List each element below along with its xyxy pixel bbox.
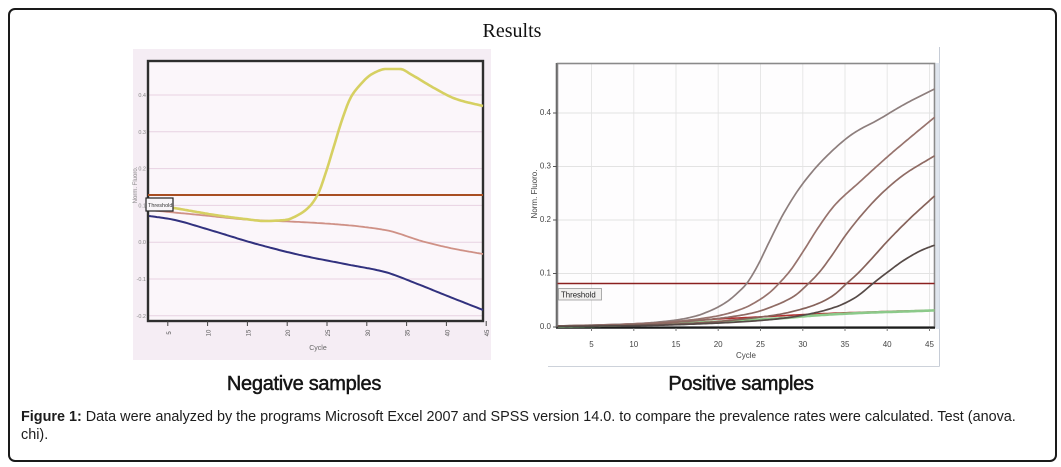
svg-text:Norm. Fluoro.: Norm. Fluoro. (530, 170, 539, 219)
svg-text:40: 40 (883, 340, 892, 349)
svg-text:0.2: 0.2 (138, 167, 146, 173)
svg-text:0.0: 0.0 (138, 240, 146, 246)
svg-text:25: 25 (326, 329, 332, 336)
svg-text:Norm. Fluoro.: Norm. Fluoro. (133, 166, 139, 203)
svg-text:20: 20 (714, 340, 723, 349)
svg-text:Cycle: Cycle (309, 345, 327, 352)
svg-text:5: 5 (167, 331, 173, 335)
svg-text:10: 10 (629, 340, 638, 349)
svg-text:-0.2: -0.2 (137, 314, 146, 320)
svg-text:40: 40 (445, 329, 451, 336)
svg-text:0.2: 0.2 (540, 215, 552, 224)
svg-text:30: 30 (366, 329, 372, 336)
svg-text:Threshold: Threshold (561, 291, 596, 300)
svg-text:Threshold: Threshold (148, 203, 172, 209)
svg-text:0.1: 0.1 (138, 203, 146, 209)
svg-text:35: 35 (841, 340, 850, 349)
svg-text:0.1: 0.1 (540, 269, 552, 278)
svg-text:-0.1: -0.1 (137, 277, 146, 283)
svg-text:20: 20 (286, 329, 292, 336)
svg-text:0.3: 0.3 (540, 162, 552, 171)
svg-text:0.4: 0.4 (540, 108, 552, 117)
svg-text:15: 15 (672, 340, 681, 349)
svg-text:0.3: 0.3 (138, 130, 146, 136)
svg-text:35: 35 (406, 329, 412, 336)
svg-text:0.0: 0.0 (540, 322, 552, 331)
svg-text:45: 45 (925, 340, 934, 349)
svg-text:45: 45 (485, 329, 491, 336)
svg-text:10: 10 (207, 329, 213, 336)
svg-text:25: 25 (756, 340, 765, 349)
svg-text:15: 15 (246, 329, 252, 336)
svg-text:0.4: 0.4 (138, 93, 146, 99)
svg-text:30: 30 (798, 340, 807, 349)
svg-text:5: 5 (589, 340, 594, 349)
svg-text:Cycle: Cycle (736, 351, 757, 360)
